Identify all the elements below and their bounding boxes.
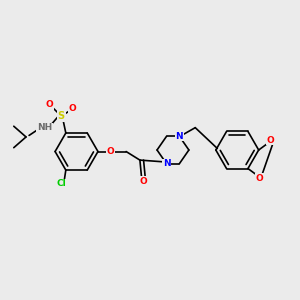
Text: O: O (256, 174, 263, 183)
Text: N: N (176, 132, 183, 141)
Text: N: N (163, 159, 170, 168)
Text: O: O (46, 100, 53, 109)
Text: NH: NH (37, 123, 52, 132)
Text: O: O (266, 136, 274, 145)
Text: S: S (58, 111, 65, 121)
Text: O: O (107, 147, 115, 156)
Text: O: O (69, 104, 77, 113)
Text: O: O (140, 177, 147, 186)
Text: Cl: Cl (56, 179, 66, 188)
